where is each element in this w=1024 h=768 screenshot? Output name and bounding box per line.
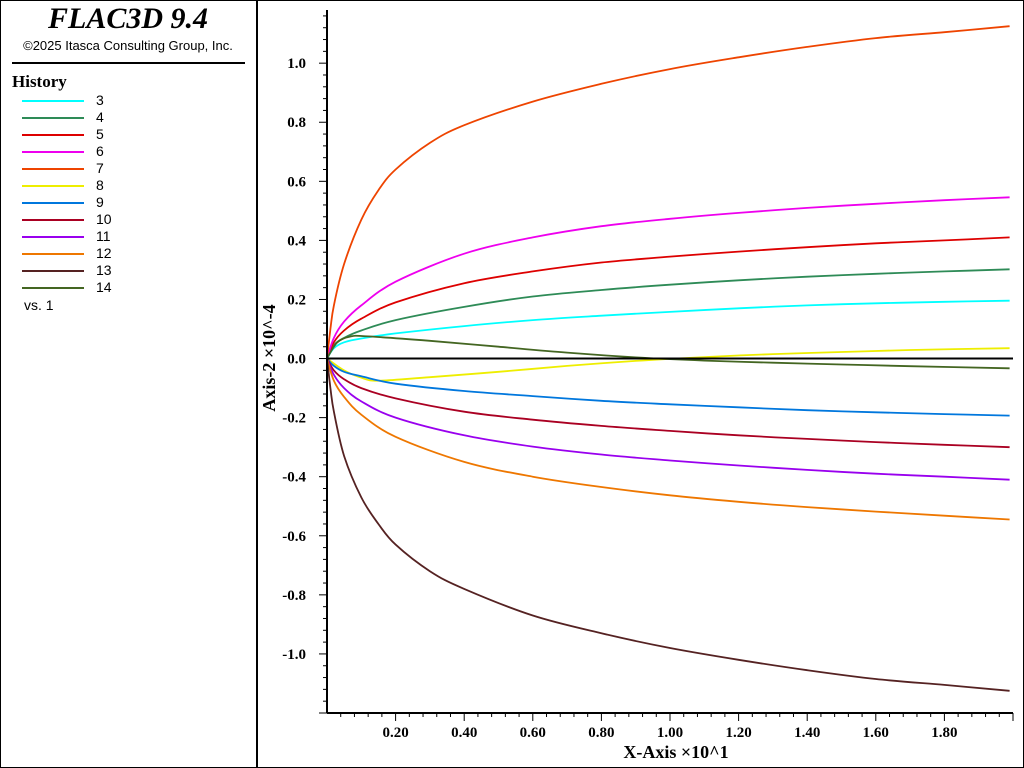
series-line-11: [326, 358, 1010, 481]
x-axis-label: X-Axis ×10^1: [623, 742, 728, 762]
x-tick-label: 0.80: [588, 725, 614, 741]
legend-label: 14: [96, 279, 112, 295]
copyright-text: ©2025 Itasca Consulting Group, Inc.: [23, 38, 233, 53]
header-separator: [12, 62, 245, 64]
legend-label: 4: [96, 109, 104, 125]
legend-swatch: [22, 270, 84, 272]
x-tick-label: 0.60: [520, 725, 546, 741]
x-tick-label: 1.60: [863, 725, 889, 741]
y-tick-label: 0.8: [287, 115, 306, 131]
y-tick-label: 0.2: [287, 292, 306, 308]
legend-label: 9: [96, 194, 104, 210]
legend-swatch: [22, 253, 84, 255]
series-line-9: [326, 357, 1010, 417]
series-lines: [326, 25, 1010, 692]
x-tick-label: 0.20: [382, 725, 408, 741]
y-tick-label: -0.6: [282, 529, 306, 545]
legend-divider: [256, 0, 258, 768]
series-line-12: [326, 358, 1010, 521]
legend-item-12: 12: [22, 245, 222, 262]
legend-item-14: 14: [22, 279, 222, 296]
legend-swatch: [22, 236, 84, 238]
x-tick-label: 1.20: [725, 725, 751, 741]
legend-item-11: 11: [22, 228, 222, 245]
series-line-6: [326, 196, 1010, 359]
series-line-3: [326, 299, 1010, 359]
x-tick-label: 1.40: [794, 725, 820, 741]
legend-item-9: 9: [22, 194, 222, 211]
legend-title: History: [12, 72, 67, 91]
series-line-7: [326, 25, 1010, 359]
legend-label: 12: [96, 245, 112, 261]
series-line-14: [326, 334, 1010, 370]
legend-item-13: 13: [22, 262, 222, 279]
legend-label: 6: [96, 143, 104, 159]
legend-label: 5: [96, 126, 104, 142]
axis-ticks: [319, 15, 1014, 721]
legend-swatch: [22, 100, 84, 102]
x-tick-label: 1.00: [657, 725, 683, 741]
legend-swatch: [22, 287, 84, 289]
legend-swatch: [22, 168, 84, 170]
legend: 3 4 5 6 7 8 9 10 11 12 13 14: [22, 92, 222, 296]
legend-swatch: [22, 219, 84, 221]
legend-item-4: 4: [22, 109, 222, 126]
y-axis-label: Axis-2 ×10^-4: [259, 304, 279, 411]
legend-item-6: 6: [22, 143, 222, 160]
legend-swatch: [22, 185, 84, 187]
legend-label: 8: [96, 177, 104, 193]
series-line-10: [326, 358, 1010, 449]
y-tick-label: 0.4: [287, 233, 306, 249]
legend-label: 11: [96, 228, 111, 244]
legend-swatch: [22, 117, 84, 119]
legend-item-8: 8: [22, 177, 222, 194]
x-tick-label: 0.40: [451, 725, 477, 741]
legend-item-7: 7: [22, 160, 222, 177]
x-tick-label: 1.80: [931, 725, 957, 741]
series-line-8: [326, 347, 1010, 382]
series-line-13: [326, 358, 1010, 692]
legend-label: 7: [96, 160, 104, 176]
legend-item-3: 3: [22, 92, 222, 109]
legend-label: 3: [96, 92, 104, 108]
legend-swatch: [22, 134, 84, 136]
y-tick-label: 0.6: [287, 174, 306, 190]
y-tick-label: -0.4: [282, 470, 306, 486]
legend-label: 13: [96, 262, 112, 278]
legend-item-5: 5: [22, 126, 222, 143]
legend-vs-label: vs. 1: [24, 297, 54, 313]
y-tick-label: -0.8: [282, 588, 306, 604]
y-tick-label: -1.0: [282, 647, 306, 663]
legend-item-10: 10: [22, 211, 222, 228]
y-tick-label: 0.0: [287, 352, 306, 368]
legend-swatch: [22, 202, 84, 204]
y-tick-label: -0.2: [282, 411, 306, 427]
series-line-5: [326, 236, 1010, 359]
app-title: FLAC3D 9.4: [47, 2, 209, 35]
series-line-4: [326, 268, 1010, 359]
legend-label: 10: [96, 211, 112, 227]
legend-swatch: [22, 151, 84, 153]
tick-labels: 0.20 0.40 0.60 0.80 1.00 1.20 1.40 1.60 1.80 1.0 0…: [282, 56, 957, 741]
y-tick-label: 1.0: [287, 56, 306, 72]
